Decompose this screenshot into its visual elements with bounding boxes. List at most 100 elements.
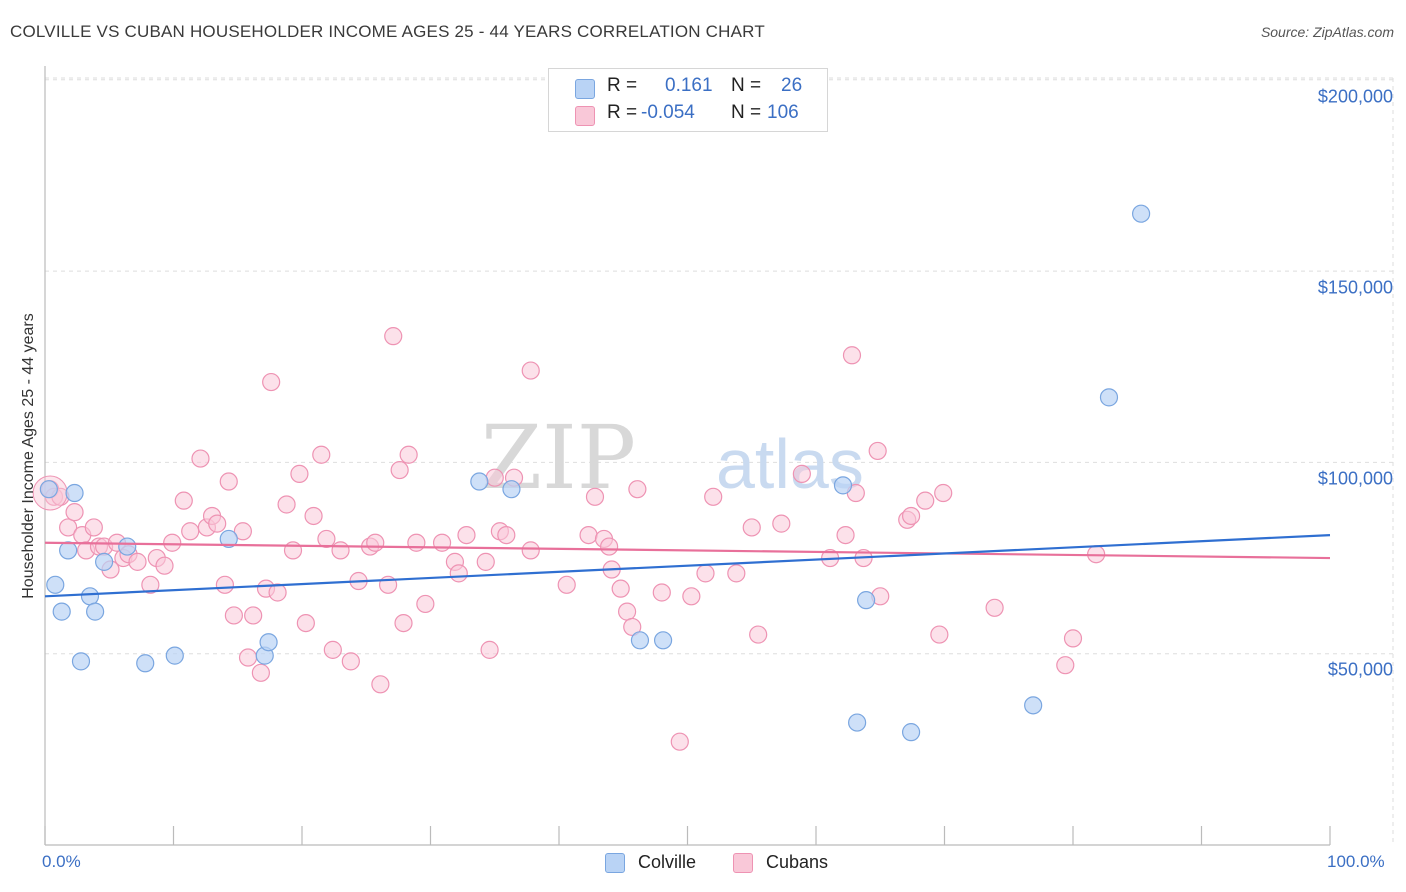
- cubans-point: [476, 552, 495, 571]
- cubans-point: [384, 327, 403, 346]
- legend-r-value: 0.161: [665, 75, 713, 96]
- legend-r-label: R =: [607, 75, 638, 96]
- cubans-point: [141, 575, 160, 594]
- colville-point: [857, 591, 876, 610]
- cubans-point: [449, 564, 468, 583]
- cubans-point: [262, 372, 281, 392]
- colville-point: [86, 602, 105, 621]
- colville-point: [71, 652, 91, 671]
- cubans-point: [682, 587, 701, 606]
- colville-point: [1132, 204, 1151, 223]
- cubans-point: [331, 541, 350, 560]
- cubans-point: [901, 506, 921, 526]
- colville-point: [52, 602, 71, 621]
- colville-point: [1024, 696, 1043, 715]
- cubans-point: [59, 518, 78, 537]
- cubans-point: [521, 361, 540, 380]
- cubans-point: [457, 525, 476, 545]
- cubans-point: [84, 518, 103, 537]
- cubans-point: [128, 552, 147, 571]
- colville-legend-label: Colville: [638, 852, 697, 872]
- axes: [44, 66, 1331, 846]
- cubans-legend-label: Cubans: [766, 852, 829, 872]
- cubans-point: [727, 564, 746, 583]
- cubans-point: [585, 487, 605, 506]
- x-tick-label-max: 100.0%: [1327, 852, 1385, 871]
- cubans-point: [371, 675, 390, 694]
- cubans-point: [749, 625, 768, 644]
- cubans-point: [277, 495, 296, 514]
- cubans-point: [696, 564, 715, 583]
- cubans-point: [208, 514, 227, 533]
- cubans-point: [868, 441, 887, 461]
- legend-n-label: N =: [731, 102, 762, 123]
- cubans-point: [296, 613, 315, 633]
- cubans-legend-icon: [733, 853, 753, 873]
- cubans-point: [317, 529, 336, 549]
- cubans-point: [485, 468, 504, 487]
- colville-points: [39, 204, 1151, 742]
- legend-r-value: -0.054: [641, 102, 695, 123]
- colville-point: [630, 631, 650, 650]
- cubans-point: [390, 460, 409, 480]
- colville-point: [848, 713, 867, 732]
- cubans-point: [930, 625, 949, 644]
- cubans-point: [341, 652, 360, 671]
- cubans-point: [557, 575, 576, 594]
- cubans-point: [1056, 656, 1075, 675]
- cubans-point: [238, 648, 258, 667]
- cubans-point: [65, 503, 84, 522]
- cubans-point: [407, 533, 426, 552]
- cubans-point: [366, 533, 385, 552]
- colville-point: [65, 483, 84, 503]
- y-tick-label: $50,000: [1327, 659, 1393, 680]
- colville-point: [39, 480, 58, 499]
- cubans-point: [244, 606, 263, 625]
- cubans-point: [916, 491, 935, 510]
- cubans-point: [394, 613, 413, 633]
- colville-point: [165, 646, 184, 665]
- cubans-point: [742, 518, 761, 537]
- cubans-point: [1063, 629, 1083, 648]
- cubans-point: [155, 556, 174, 575]
- cubans-point: [251, 663, 270, 682]
- cubans-point: [521, 541, 540, 560]
- y-tick-label: $200,000: [1317, 86, 1393, 107]
- legend-n-value: 26: [781, 75, 803, 96]
- cubans-point: [432, 533, 452, 552]
- colville-point: [136, 654, 155, 673]
- colville-trend-line: [44, 533, 1331, 598]
- cubans-point: [290, 464, 309, 483]
- colville-point: [219, 529, 238, 549]
- cubans-point: [985, 598, 1004, 617]
- colville-point: [59, 541, 78, 560]
- cubans-point: [836, 525, 855, 545]
- cubans-point: [233, 522, 252, 541]
- cubans-point: [652, 583, 671, 602]
- cubans-swatch-icon: [575, 106, 595, 126]
- colville-point: [259, 633, 278, 652]
- legend-n-label: N =: [731, 75, 762, 96]
- colville-swatch-icon: [575, 79, 595, 99]
- colville-point: [470, 472, 489, 491]
- cubans-point: [219, 472, 238, 491]
- cubans-point: [934, 483, 953, 503]
- cubans-point: [163, 533, 182, 552]
- correlation-legend: R = 0.161 N = 26 R = -0.054 N = 106: [548, 68, 828, 132]
- cubans-point: [670, 732, 689, 751]
- cubans-point: [181, 522, 200, 541]
- cubans-point: [215, 575, 234, 594]
- colville-point: [118, 537, 137, 556]
- colville-point: [1099, 388, 1119, 407]
- cubans-point: [600, 537, 619, 556]
- cubans-point: [304, 506, 323, 526]
- cubans-point: [416, 594, 435, 614]
- cubans-point: [497, 525, 516, 545]
- cubans-point: [842, 346, 862, 365]
- cubans-point: [312, 445, 331, 464]
- trend-lines: [44, 533, 1331, 598]
- cubans-point: [628, 480, 647, 499]
- cubans-point: [174, 491, 193, 510]
- y-tick-label: $100,000: [1317, 468, 1393, 489]
